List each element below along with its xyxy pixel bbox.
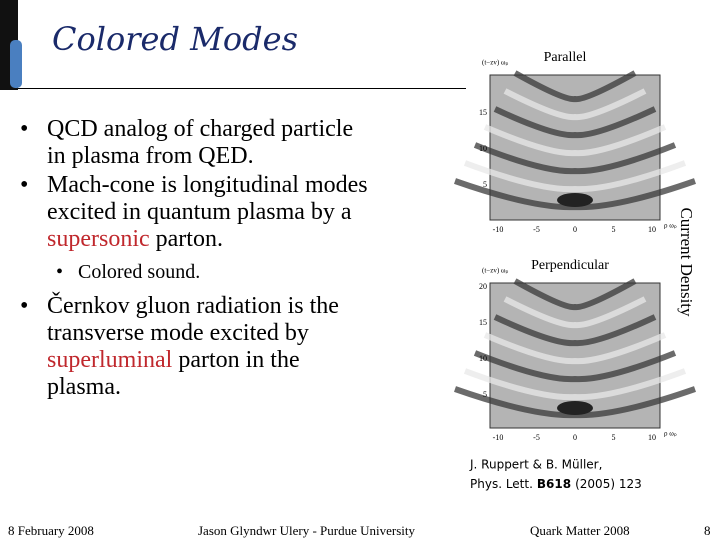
x-tick-label: -5	[533, 433, 540, 442]
slide-title: Colored Modes	[52, 20, 299, 58]
x-tick-label: 0	[573, 225, 577, 234]
footer-date: 8 February 2008	[8, 523, 94, 538]
contour-band	[513, 70, 637, 103]
contour-band	[473, 350, 677, 383]
contour-band	[503, 296, 647, 329]
y-tick-label: 20	[479, 282, 487, 291]
x-tick-label: 5	[612, 433, 616, 442]
bullet: QCD analog of charged particle in plasma…	[20, 116, 370, 170]
panel-label: Perpendicular	[531, 258, 609, 273]
y-tick-label: 5	[483, 390, 487, 399]
x-tick-label: 0	[573, 433, 577, 442]
y-axis-label: (t−zv) ωₚ	[482, 267, 509, 275]
bullet: Colored sound.	[20, 259, 370, 285]
x-tick-label: 10	[648, 433, 656, 442]
footer-author: Jason Glyndwr Ulery - Purdue University	[198, 523, 415, 538]
highlighted-text: supersonic	[47, 226, 150, 252]
x-tick-label: 10	[648, 225, 656, 234]
y-tick-label: 5	[483, 180, 487, 189]
footer-event: Quark Matter 2008	[530, 523, 630, 538]
contour-band	[483, 332, 667, 365]
contour-band	[463, 160, 687, 193]
x-axis-label: ρ ωₚ	[664, 222, 677, 230]
page-number: 8	[704, 523, 711, 538]
x-axis-label: ρ ωₚ	[664, 430, 677, 438]
citation-part: Phys. Lett.	[470, 477, 533, 491]
contour-band	[473, 142, 677, 175]
x-tick-label: -10	[493, 433, 504, 442]
contour-band	[483, 124, 667, 157]
panel-label: Parallel	[544, 50, 587, 65]
citation: J. Ruppert & B. Müller,	[469, 458, 602, 472]
bullet-text: Černkov gluon radiation is the transvers…	[47, 293, 339, 346]
y-tick-label: 10	[479, 144, 487, 153]
citation-part: (2005) 123	[575, 477, 642, 491]
bullet-text: parton.	[149, 226, 223, 252]
contour-band	[463, 368, 687, 401]
contour-band	[493, 314, 657, 347]
citation: Phys. Lett. B618 (2005) 123	[470, 477, 642, 491]
bullet-text: Colored sound.	[78, 261, 201, 283]
bullet-text: parton in the plasma.	[47, 347, 300, 400]
y-tick-label: 10	[479, 354, 487, 363]
x-tick-label: 5	[612, 225, 616, 234]
side-label: Current Density	[677, 207, 696, 317]
title-rule	[18, 88, 466, 89]
y-tick-label: 15	[479, 108, 487, 117]
bullet-text: QCD analog of charged particle in plasma…	[47, 116, 354, 169]
contour-core	[557, 401, 593, 415]
contour-band	[503, 88, 647, 121]
y-axis-label: (t−zv) ωₚ	[482, 59, 509, 67]
contour-core	[557, 193, 593, 207]
contour-band	[513, 278, 637, 311]
x-tick-label: -10	[493, 225, 504, 234]
bullet-list: QCD analog of charged particle in plasma…	[20, 116, 370, 403]
contour-band	[493, 106, 657, 139]
bullet: Mach-cone is longitudinal modes excited …	[20, 172, 370, 253]
bullet: Černkov gluon radiation is the transvers…	[20, 293, 370, 401]
citation-part: B618	[537, 477, 571, 491]
title-accent	[10, 40, 22, 88]
bullet-text: Mach-cone is longitudinal modes excited …	[47, 172, 368, 225]
highlighted-text: superluminal	[47, 347, 173, 373]
x-tick-label: -5	[533, 225, 540, 234]
y-tick-label: 15	[479, 318, 487, 327]
